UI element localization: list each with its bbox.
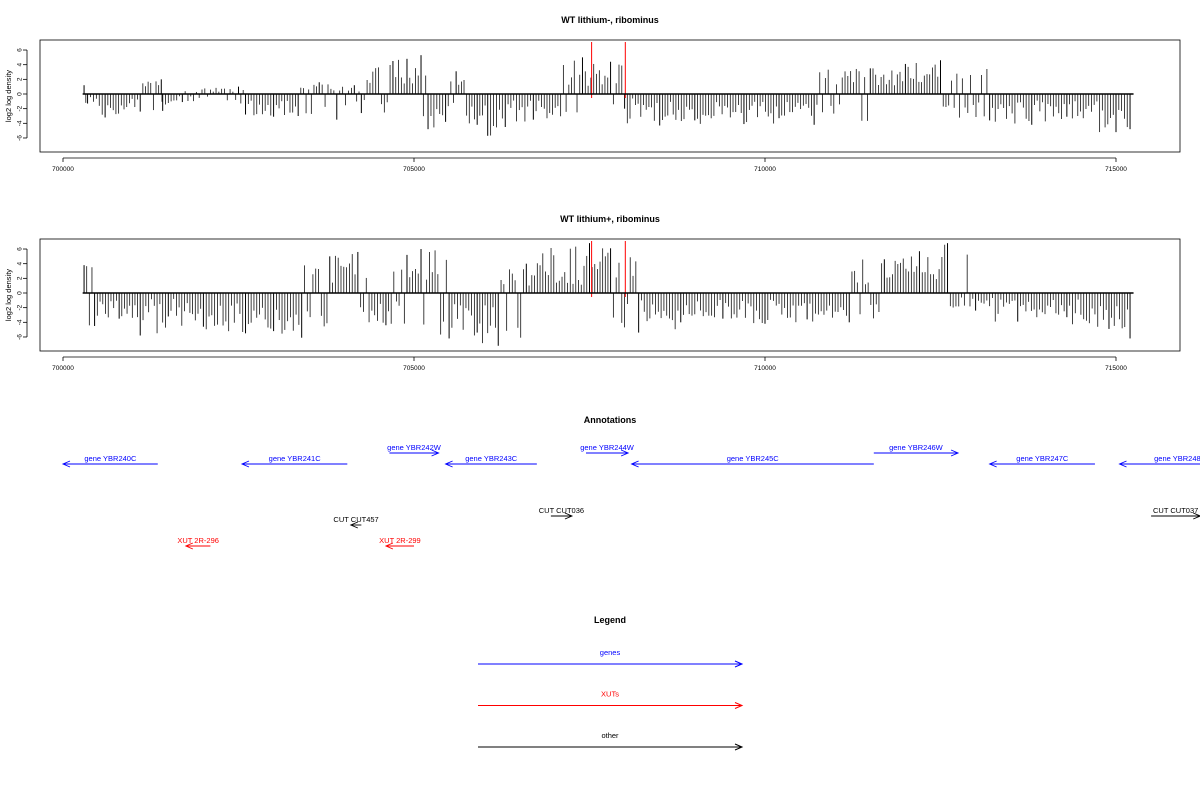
- annotation-label: CUT CUT037: [1153, 506, 1198, 515]
- annotation-feature: CUT CUT457: [333, 515, 379, 529]
- panel-1-y-axis: -6 -4 -2 0 2 4 6: [17, 48, 28, 141]
- legend-arrowhead: [734, 702, 744, 709]
- annotation-label: gene YBR244W: [580, 443, 635, 452]
- annotation-feature: XUT 2R-299: [379, 536, 421, 550]
- annotation-arrowhead: [431, 449, 440, 457]
- annotation-label: XUT 2R-299: [379, 536, 421, 545]
- y-tick-label: 6: [17, 247, 24, 251]
- x-tick-label: 715000: [1105, 166, 1127, 173]
- annotation-label: gene YBR240C: [84, 454, 137, 463]
- annotations-track: Annotations gene YBR240C gene YBR241Cgene…: [61, 415, 1200, 550]
- x-tick-label: 710000: [754, 166, 776, 173]
- annotation-arrowhead: [1118, 460, 1127, 468]
- annotation-features: gene YBR240C gene YBR241C gene YBR242W gene…: [61, 443, 1200, 550]
- annotation-feature: gene YBR248: [1118, 454, 1200, 468]
- annotation-label: gene YBR241C: [269, 454, 322, 463]
- panel-2-signal-texture: [86, 244, 1128, 344]
- annotation-label: gene YBR243C: [465, 454, 518, 463]
- legend-entry: XUTs: [478, 690, 744, 709]
- y-tick-label: 6: [17, 48, 24, 52]
- annotation-label: gene YBR247C: [1016, 454, 1069, 463]
- annotation-arrowhead: [564, 512, 574, 520]
- panel-lithium-minus: WT lithium-, ribominus log2 log density …: [4, 15, 1181, 173]
- annotation-label: gene YBR245C: [727, 454, 780, 463]
- annotation-label: gene YBR248: [1154, 454, 1200, 463]
- y-tick-label: -6: [17, 135, 24, 141]
- panel-1-x-axis: 700000 705000 710000 715000: [52, 157, 1127, 173]
- panel-1-highlights: [591, 42, 626, 98]
- annotation-feature: gene YBR243C: [444, 454, 537, 468]
- x-tick-label: 700000: [52, 365, 74, 372]
- panel-1-signal-texture: [85, 59, 1128, 136]
- annotations-title: Annotations: [584, 415, 637, 425]
- annotation-arrowhead: [950, 449, 960, 457]
- legend-entry: other: [478, 731, 744, 751]
- annotation-feature: CUT CUT036: [539, 506, 584, 520]
- annotation-arrowhead: [630, 460, 639, 468]
- x-tick-label: 715000: [1105, 365, 1127, 372]
- annotation-arrowhead: [384, 542, 394, 550]
- annotation-arrowhead: [988, 460, 997, 468]
- y-tick-label: -6: [17, 334, 24, 340]
- y-tick-label: 2: [17, 77, 24, 81]
- legend-title: Legend: [594, 615, 626, 625]
- annotation-feature: gene YBR242W: [387, 443, 442, 457]
- panel-2-highlights: [591, 241, 626, 297]
- panel-2-y-axis: -6 -4 -2 0 2 4 6: [17, 247, 28, 340]
- y-tick-label: 4: [17, 62, 24, 66]
- annotation-arrowhead: [620, 449, 630, 457]
- x-tick-label: 705000: [403, 365, 425, 372]
- panel-2-frame: [39, 238, 1181, 352]
- legend-arrowhead: [734, 743, 744, 751]
- panel-1-frame: [39, 39, 1181, 153]
- legend: Legend genes XUTs other: [478, 615, 744, 751]
- y-tick-label: 0: [17, 291, 24, 295]
- legend-entries: genes XUTs other: [478, 648, 744, 751]
- y-tick-label: 0: [17, 92, 24, 96]
- panel-1-bars: [83, 55, 1131, 136]
- annotation-feature: gene YBR241C: [240, 454, 348, 468]
- annotation-arrowhead: [240, 460, 250, 468]
- annotation-feature: gene YBR246W: [873, 443, 960, 457]
- x-tick-label: 710000: [754, 365, 776, 372]
- y-tick-label: 4: [17, 261, 24, 265]
- annotation-arrowhead: [349, 521, 358, 529]
- annotation-feature: XUT 2R-296: [177, 536, 219, 550]
- legend-arrowhead: [734, 660, 744, 668]
- annotation-feature: gene YBR244W: [580, 443, 635, 457]
- y-tick-label: -4: [17, 120, 24, 126]
- legend-entry: genes: [478, 648, 744, 668]
- annotation-arrowhead: [61, 460, 71, 468]
- annotation-label: CUT CUT457: [333, 515, 378, 524]
- panel-2-x-axis: 700000 705000 710000 715000: [52, 356, 1127, 372]
- legend-label: other: [601, 731, 619, 740]
- x-tick-label: 700000: [52, 166, 74, 173]
- legend-label: XUTs: [601, 690, 619, 699]
- panel-1-ylabel: log2 log density: [4, 70, 13, 122]
- y-tick-label: 2: [17, 276, 24, 280]
- y-tick-label: -2: [17, 105, 24, 111]
- annotation-feature: gene YBR245C: [630, 454, 874, 468]
- legend-label: genes: [600, 648, 621, 657]
- panel-2-bars: [83, 243, 1131, 346]
- annotation-label: XUT 2R-296: [177, 536, 219, 545]
- annotation-label: CUT CUT036: [539, 506, 584, 515]
- annotation-arrowhead: [1193, 512, 1200, 520]
- annotation-label: gene YBR242W: [387, 443, 442, 452]
- panel-2-title: WT lithium+, ribominus: [560, 214, 660, 224]
- annotation-label: gene YBR246W: [889, 443, 944, 452]
- panel-1-title: WT lithium-, ribominus: [561, 15, 659, 25]
- y-tick-label: -2: [17, 304, 24, 310]
- annotation-feature: CUT CUT037: [1151, 506, 1200, 520]
- x-tick-label: 705000: [403, 166, 425, 173]
- annotation-feature: gene YBR247C: [988, 454, 1095, 468]
- y-tick-label: -4: [17, 319, 24, 325]
- panel-lithium-plus: WT lithium+, ribominus log2 log density …: [4, 214, 1181, 372]
- annotation-arrowhead: [184, 542, 194, 550]
- panel-2-ylabel: log2 log density: [4, 269, 13, 321]
- annotation-feature: gene YBR240C: [61, 454, 158, 468]
- annotation-arrowhead: [444, 460, 453, 468]
